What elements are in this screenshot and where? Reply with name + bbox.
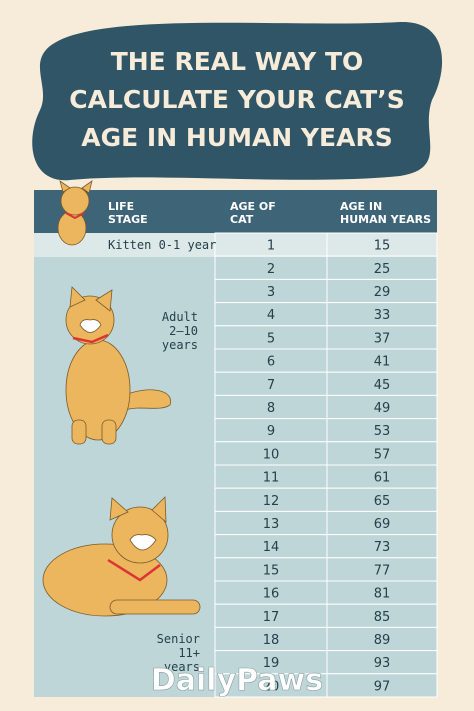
title-line: CALCULATE YOUR CAT’S — [69, 85, 404, 114]
adult-illustration — [65, 286, 171, 445]
stage-label: Adult — [162, 310, 198, 324]
stage-label: years — [162, 338, 198, 352]
row-bg — [214, 394, 438, 420]
cat-age: 18 — [263, 633, 280, 648]
cat-age: 19 — [263, 656, 280, 671]
stage-label: Senior — [157, 632, 200, 646]
stage-label: 11+ — [178, 646, 200, 660]
row-bg — [214, 255, 438, 280]
title-group: THE REAL WAY TO CALCULATE YOUR CAT’S AGE I… — [69, 47, 404, 152]
row-bg — [214, 278, 438, 304]
human-age: 89 — [374, 633, 391, 648]
cat-age: 10 — [263, 447, 280, 462]
cat-age: 16 — [263, 587, 280, 602]
stage-label: Kitten 0-1 year — [108, 238, 216, 252]
cat-age: 15 — [263, 563, 280, 578]
row-bg — [214, 418, 438, 443]
table-rows: 1 15 2 25 3 29 4 33 5 37 6 41 7 45 8 49 9 53 10 57 11 61 12 65 1… — [214, 232, 438, 698]
cat-age: 4 — [267, 308, 275, 323]
human-age: 77 — [374, 563, 391, 578]
human-age: 85 — [374, 610, 391, 625]
human-age: 37 — [374, 331, 391, 346]
human-age: 61 — [374, 471, 391, 486]
human-age: 81 — [374, 587, 391, 602]
stage-label: years — [164, 660, 200, 674]
kitten-illustration — [57, 180, 93, 246]
cat-age: 8 — [267, 401, 275, 416]
cat-age: 13 — [263, 517, 280, 532]
human-age: 41 — [374, 355, 391, 370]
cat-age: 3 — [267, 285, 275, 300]
row-bg — [214, 557, 438, 582]
row-bg — [214, 232, 438, 257]
header-text: LIFE — [108, 200, 134, 213]
title-line: THE REAL WAY TO — [111, 47, 364, 76]
human-age: 49 — [374, 401, 391, 416]
cat-age: 12 — [263, 494, 280, 509]
human-age: 45 — [374, 378, 391, 393]
human-age: 69 — [374, 517, 391, 532]
human-age: 25 — [374, 262, 391, 277]
header-text: HUMAN YEARS — [340, 213, 431, 226]
row-bg — [214, 487, 438, 512]
senior-illustration — [42, 496, 201, 617]
stage-label: 2–10 — [169, 324, 198, 338]
row-bg — [214, 464, 438, 489]
cat-age: 14 — [263, 540, 280, 555]
header-text: AGE IN — [340, 200, 382, 213]
watermark: DailyPaws — [151, 663, 323, 698]
human-age: 73 — [374, 540, 391, 555]
row-bg — [214, 673, 438, 698]
human-age: 53 — [374, 424, 391, 439]
human-age: 97 — [374, 679, 391, 694]
cat-age: 9 — [267, 424, 275, 439]
human-age: 29 — [374, 285, 391, 300]
cat-age: 11 — [263, 471, 280, 486]
stage-labels: Kitten 0-1 yearAdult2–10yearsSenior11+ye… — [108, 238, 216, 674]
title-blob — [32, 21, 443, 181]
row-bg — [214, 371, 438, 396]
header-text: AGE OF — [230, 200, 276, 213]
human-age: 93 — [374, 656, 391, 671]
title-line: AGE IN HUMAN YEARS — [81, 123, 392, 152]
human-age: 15 — [374, 239, 391, 254]
row-bg — [214, 441, 438, 466]
header-text: STAGE — [108, 213, 148, 226]
human-age: 57 — [374, 447, 391, 462]
cat-age: 17 — [263, 610, 280, 625]
table-header — [34, 190, 437, 233]
cat-age: 2 — [267, 262, 275, 277]
cat-age: 5 — [267, 331, 275, 346]
human-age: 33 — [374, 308, 391, 323]
row-bg — [214, 580, 438, 605]
row-bg — [214, 302, 438, 327]
cat-age: 20 — [263, 679, 280, 694]
row-bg — [214, 534, 438, 559]
human-age: 65 — [374, 494, 391, 509]
cat-age: 7 — [267, 378, 275, 393]
row-bg — [214, 626, 438, 652]
header-text: CAT — [230, 213, 254, 226]
row-bg — [214, 510, 438, 536]
cat-age: 6 — [267, 355, 275, 370]
row-bg — [214, 603, 438, 628]
cat-age: 1 — [267, 239, 275, 254]
row-bg — [214, 325, 438, 350]
row-bg — [214, 348, 438, 373]
